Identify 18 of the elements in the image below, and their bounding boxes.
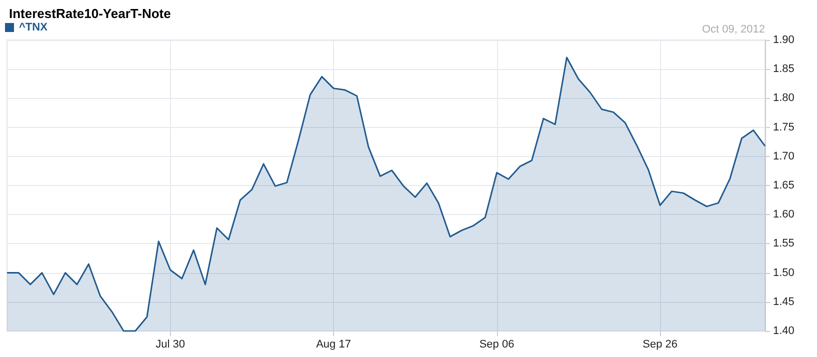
x-tick-label: Aug 17 (316, 338, 351, 350)
legend-label: ^TNX (19, 22, 48, 34)
x-tick-label: Sep 06 (479, 338, 514, 350)
chart-title: InterestRate10-YearT-Note (9, 6, 171, 21)
y-tick-label: 1.70 (773, 150, 794, 162)
y-tick-label: 1.90 (773, 34, 794, 46)
text: Oct 09, 2012 (702, 24, 765, 36)
y-tick-label: 1.85 (773, 63, 794, 76)
y-tick-label: 1.75 (773, 121, 794, 134)
x-tick-label: Jul 30 (156, 338, 185, 350)
x-tick-label: Sep 26 (642, 338, 678, 350)
y-tick-label: 1.65 (773, 180, 794, 192)
y-tick-label: 1.50 (773, 266, 794, 279)
y-tick-label: 1.40 (773, 325, 794, 337)
y-tick-label: 1.45 (773, 296, 794, 308)
y-tick-label: 1.60 (773, 208, 794, 221)
y-tick-label: 1.80 (773, 92, 794, 104)
y-tick-label: 1.55 (773, 238, 794, 250)
